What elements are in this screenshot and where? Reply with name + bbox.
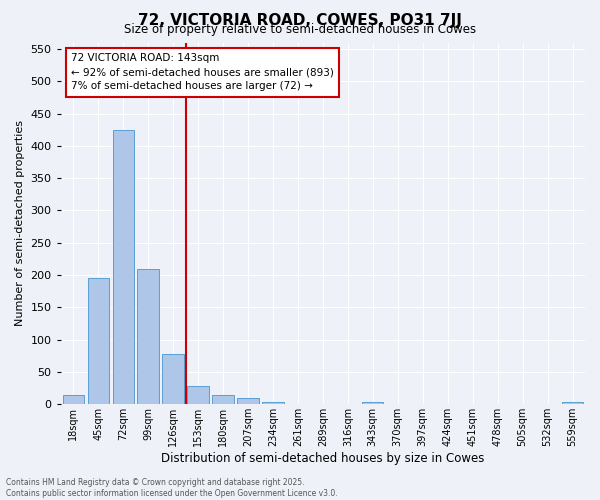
Bar bbox=[187, 386, 209, 404]
Text: 72, VICTORIA ROAD, COWES, PO31 7JJ: 72, VICTORIA ROAD, COWES, PO31 7JJ bbox=[138, 12, 462, 28]
Bar bbox=[163, 354, 184, 405]
X-axis label: Distribution of semi-detached houses by size in Cowes: Distribution of semi-detached houses by … bbox=[161, 452, 485, 465]
Bar bbox=[238, 398, 259, 404]
Bar bbox=[262, 402, 284, 404]
Bar bbox=[113, 130, 134, 404]
Bar bbox=[88, 278, 109, 404]
Bar bbox=[212, 395, 233, 404]
Text: Contains HM Land Registry data © Crown copyright and database right 2025.
Contai: Contains HM Land Registry data © Crown c… bbox=[6, 478, 338, 498]
Bar bbox=[562, 402, 583, 404]
Text: Size of property relative to semi-detached houses in Cowes: Size of property relative to semi-detach… bbox=[124, 22, 476, 36]
Bar bbox=[362, 402, 383, 404]
Y-axis label: Number of semi-detached properties: Number of semi-detached properties bbox=[15, 120, 25, 326]
Bar bbox=[62, 394, 84, 404]
Bar bbox=[137, 268, 159, 404]
Text: 72 VICTORIA ROAD: 143sqm
← 92% of semi-detached houses are smaller (893)
7% of s: 72 VICTORIA ROAD: 143sqm ← 92% of semi-d… bbox=[71, 54, 334, 92]
